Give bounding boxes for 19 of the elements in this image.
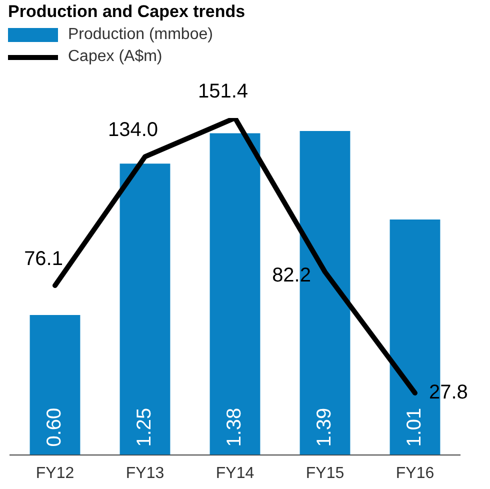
bar — [120, 164, 170, 455]
legend-label: Capex (A$m) — [68, 48, 162, 66]
data-label: 151.4 — [198, 80, 248, 103]
data-label: 1.39 — [314, 408, 336, 447]
data-label: 1.01 — [404, 408, 426, 447]
x-tick-label: FY14 — [216, 464, 254, 482]
x-tick-label: FY15 — [306, 464, 344, 482]
x-tick-label: FY12 — [36, 464, 74, 482]
data-label: 134.0 — [108, 119, 158, 142]
bar — [210, 133, 260, 455]
legend-label: Production (mmboe) — [68, 26, 213, 44]
x-tick-label: FY16 — [396, 464, 434, 482]
bar — [30, 315, 80, 455]
chart-title: Production and Capex trends — [8, 2, 246, 22]
data-label: 0.60 — [44, 408, 66, 447]
data-label: 1.25 — [134, 408, 156, 447]
data-label: 76.1 — [24, 248, 63, 270]
data-label: 1.38 — [224, 408, 246, 447]
x-tick-label: FY13 — [126, 464, 164, 482]
